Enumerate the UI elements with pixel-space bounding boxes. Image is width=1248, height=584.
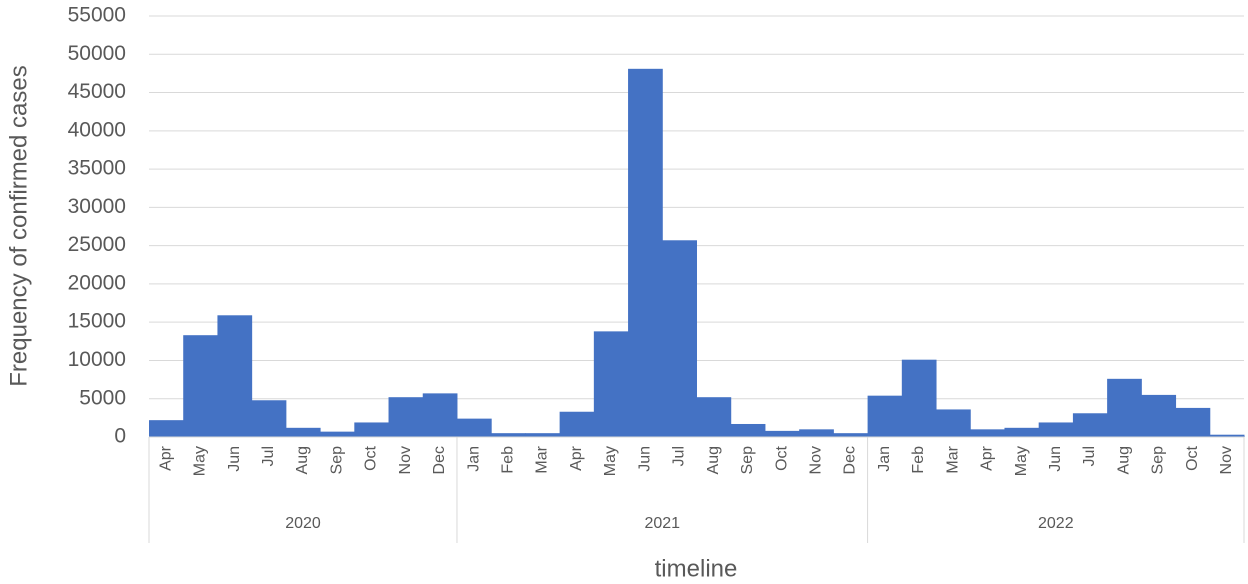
x-tick-label: Sep [1150,446,1167,475]
bar [217,315,253,437]
bar [1209,434,1245,437]
bar [970,429,1005,437]
x-tick-label: Aug [705,446,722,474]
bar [1107,378,1142,437]
bar [764,430,800,437]
x-tick-label: May [192,446,209,476]
x-tick-label: Nov [1218,446,1235,474]
y-tick-label: 10000 [68,348,126,371]
bar [799,429,834,437]
bar [1175,407,1211,437]
x-tick-label: Aug [1115,446,1132,474]
x-tick-label: Jul [260,446,277,466]
bar [285,427,321,437]
bar [525,433,561,437]
x-tick-label: Sep [328,446,345,475]
bar [901,359,937,437]
x-tick-label: May [602,446,619,476]
y-tick-label: 5000 [79,386,126,409]
bar [696,397,732,437]
bar [867,395,903,437]
bar [149,420,184,437]
x-axis-title: timeline [655,555,738,582]
bar [251,400,287,437]
bar [456,418,492,437]
bar [491,433,526,437]
x-tick-label: Nov [807,446,824,474]
bar [183,335,218,437]
y-tick-label: 50000 [68,42,126,65]
x-tick-label: Mar [534,445,551,473]
x-group-label: 2022 [1038,515,1074,532]
x-tick-label: Jul [1081,446,1098,466]
x-tick-label: Aug [294,446,311,474]
bar [1004,427,1040,437]
x-tick-label: Dec [431,446,448,474]
x-tick-label: Nov [397,446,414,474]
bar [388,397,424,437]
x-tick-label: Apr [157,445,174,471]
x-tick-label: Oct [773,445,790,470]
bar [833,433,869,437]
y-tick-label: 15000 [68,310,126,333]
y-tick-label: 45000 [68,80,126,103]
y-tick-label: 35000 [68,157,126,180]
x-tick-label: Dec [842,446,859,474]
bar [1141,394,1177,437]
x-group-label: 2021 [644,515,680,532]
y-tick-label: 40000 [68,118,126,141]
x-tick-label: Feb [910,446,927,474]
y-tick-label: 55000 [68,4,126,27]
x-tick-label: Jan [465,446,482,472]
x-tick-label: Feb [500,446,517,474]
x-tick-label: Mar [944,445,961,473]
x-tick-label: Oct [1184,445,1201,470]
x-tick-label: Jul [671,446,688,466]
y-tick-label: 20000 [68,271,126,294]
bar [628,68,663,438]
y-tick-label: 25000 [68,233,126,256]
bar [559,411,595,437]
bar [320,431,355,437]
bar [730,423,766,437]
x-tick-label: Jan [876,446,893,472]
bar [936,409,971,437]
x-tick-label: Apr [568,445,585,471]
x-tick-label: Oct [363,445,380,470]
bar [422,393,458,437]
bar [593,331,629,437]
x-tick-label: Apr [979,445,996,471]
bar [1038,422,1074,437]
y-axis-title: Frequency of confirmed cases [5,65,32,386]
bar [354,422,390,437]
y-tick-label: 30000 [68,195,126,218]
bar [662,240,697,437]
x-group-label: 2020 [285,515,321,532]
x-tick-label: Jun [226,446,243,472]
x-tick-label: May [1013,446,1030,476]
x-tick-label: Jun [636,446,653,472]
x-tick-label: Jun [1047,446,1064,472]
x-tick-label: Sep [739,446,756,475]
bar [1072,413,1108,437]
y-tick-label: 0 [114,425,126,448]
